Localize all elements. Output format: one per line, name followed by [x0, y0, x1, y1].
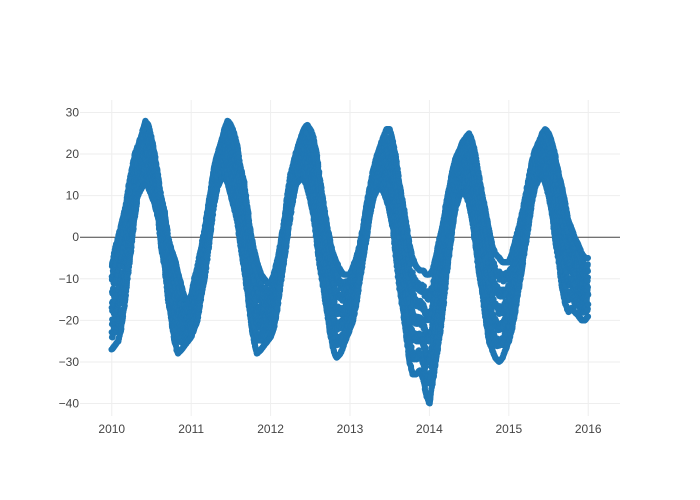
data-points-layer — [108, 117, 592, 407]
